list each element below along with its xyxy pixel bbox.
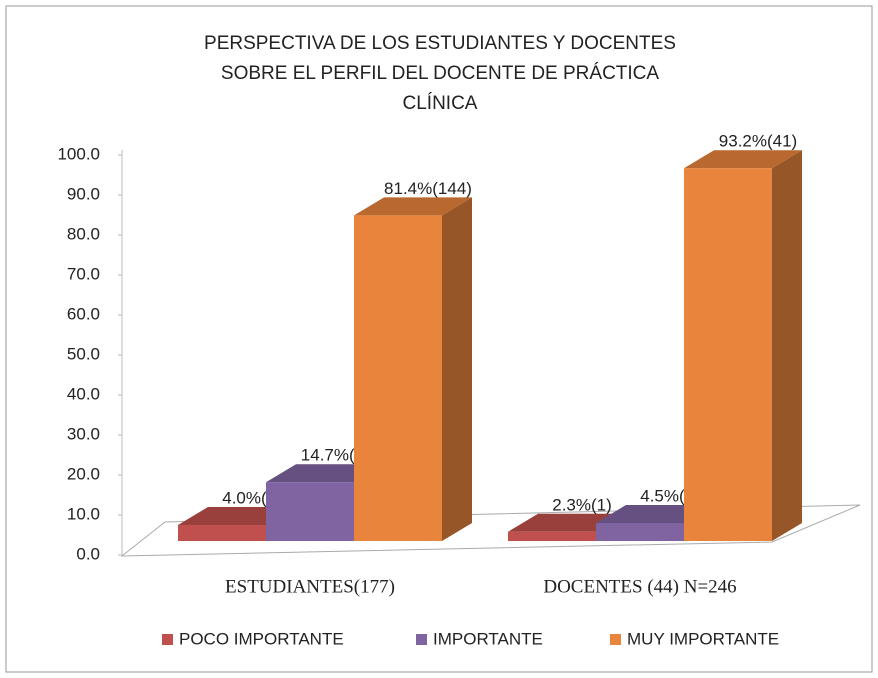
y-tick-label: 90.0: [67, 184, 100, 203]
bar-face: [354, 197, 472, 216]
data-label: 2.3%(1): [552, 495, 612, 514]
legend-label: POCO IMPORTANTE: [179, 629, 344, 648]
y-tick-label: 10.0: [67, 504, 100, 523]
bar-face: [266, 482, 354, 541]
bar-face: [596, 523, 684, 541]
y-tick-label: 60.0: [67, 304, 100, 323]
bar-face: [772, 150, 802, 541]
bar-face: [178, 525, 266, 541]
y-tick-label: 70.0: [67, 264, 100, 283]
y-tick-label: 100.0: [57, 144, 100, 163]
bar-face: [442, 197, 472, 541]
bar: [354, 197, 472, 541]
legend-label: IMPORTANTE: [433, 629, 543, 648]
y-tick-label: 80.0: [67, 224, 100, 243]
x-tick-label: ESTUDIANTES(177): [225, 576, 395, 597]
chart-title: PERSPECTIVA DE LOS ESTUDIANTES Y DOCENTE…: [204, 33, 676, 54]
bar-face: [508, 531, 596, 541]
legend-swatch: [610, 634, 621, 645]
legend-swatch: [416, 634, 427, 645]
bar-face: [442, 197, 472, 541]
bar: [684, 150, 802, 541]
data-label: 93.2%(41): [719, 132, 797, 151]
bar-face: [684, 150, 802, 169]
x-tick-label: DOCENTES (44) N=246: [543, 576, 736, 597]
y-tick-label: 20.0: [67, 464, 100, 483]
bar-face: [684, 150, 802, 169]
bar-face: [354, 215, 442, 541]
y-tick-label: 0.0: [76, 544, 100, 563]
bar-face: [772, 150, 802, 541]
y-tick-label: 30.0: [67, 424, 100, 443]
y-tick-label: 40.0: [67, 384, 100, 403]
chart-title: CLÍNICA: [403, 93, 478, 114]
chart-title: SOBRE EL PERFIL DEL DOCENTE DE PRÁCTICA: [221, 63, 659, 84]
legend-label: MUY IMPORTANTE: [627, 629, 779, 648]
bar-face: [354, 197, 472, 216]
legend-swatch: [162, 634, 173, 645]
bar-face: [684, 168, 772, 541]
y-tick-label: 50.0: [67, 344, 100, 363]
data-label: 81.4%(144): [384, 179, 472, 198]
